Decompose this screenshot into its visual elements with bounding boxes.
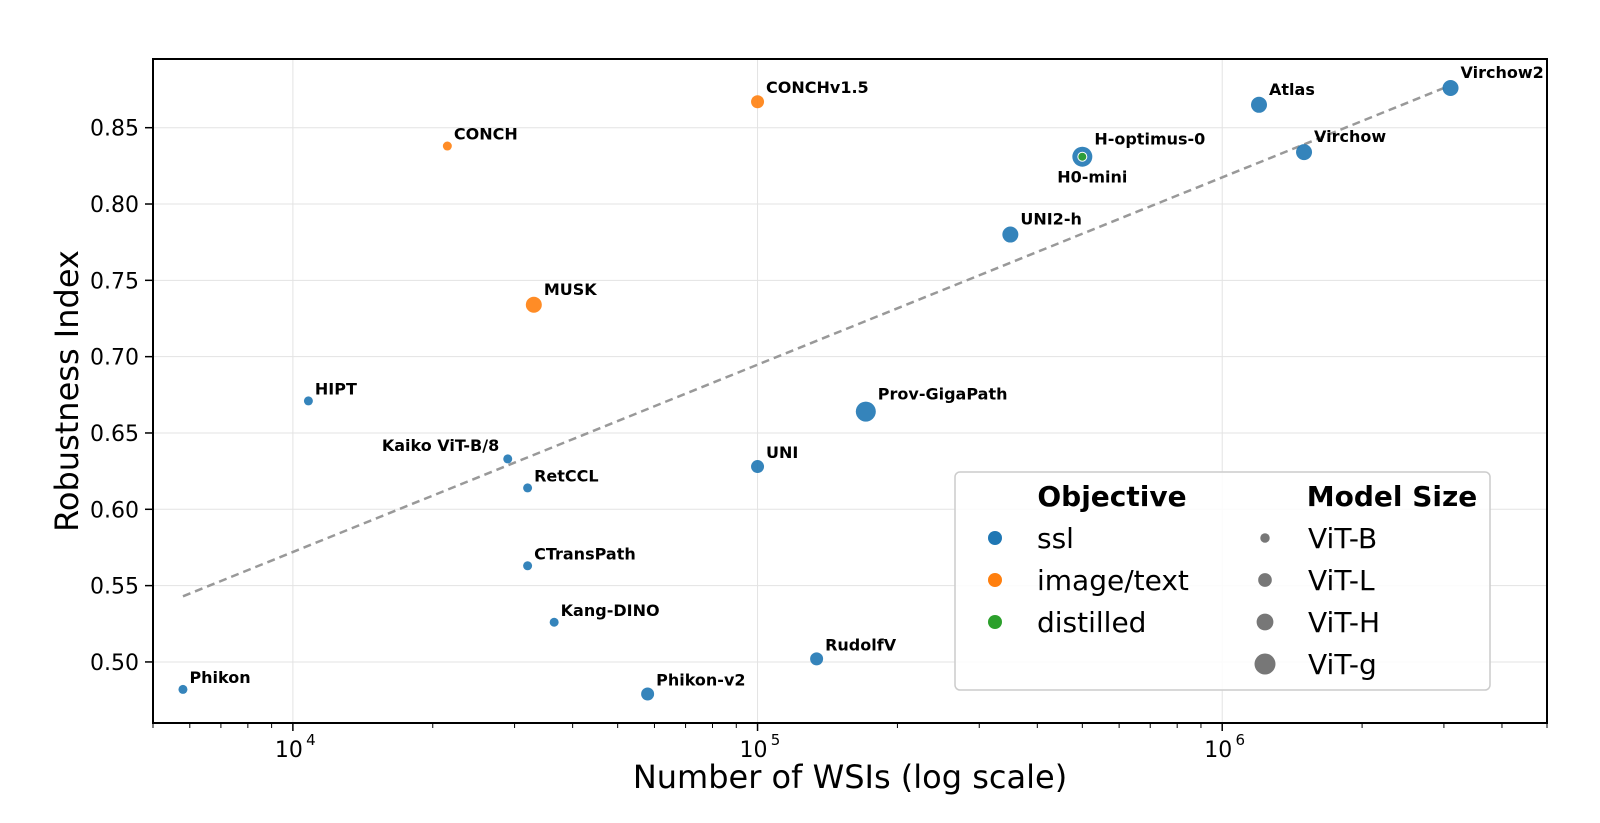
- point-label: H-optimus-0: [1094, 130, 1205, 149]
- legend-objective-swatch: [988, 531, 1002, 545]
- x-tick-label: 10: [1204, 738, 1232, 763]
- point-labels: Phikon HIPT CONCH Kaiko ViT-B/8 RetCCL CTrans…: [189, 63, 1543, 689]
- point-kaiko-vit-b-8: [503, 454, 513, 464]
- point-label: CONCH: [454, 125, 518, 144]
- grid-lines: [153, 59, 1547, 723]
- point-label: RudolfV: [825, 635, 897, 654]
- legend-objective-swatch: [988, 573, 1002, 587]
- trendline-group: [182, 86, 1445, 598]
- point-retccl: [523, 483, 533, 493]
- trendline: [182, 86, 1445, 598]
- x-tick-exponent: 4: [306, 731, 316, 749]
- x-axis-ticks: 10 4 10 5 10 6: [152, 723, 1548, 763]
- y-tick-label: 0.60: [90, 498, 139, 523]
- point-hipt: [303, 396, 313, 406]
- point-label: UNI2-h: [1020, 210, 1081, 229]
- point-conch: [442, 141, 452, 151]
- point-label: RetCCL: [534, 466, 599, 485]
- point-label: Phikon: [189, 668, 250, 687]
- y-tick-label: 0.50: [90, 651, 139, 676]
- point-virchow: [1296, 144, 1313, 161]
- legend-size-label: ViT-B: [1308, 522, 1377, 555]
- legend-objective-title: Objective: [1037, 480, 1186, 513]
- point-label: Kaiko ViT-B/8: [382, 436, 499, 455]
- data-points: [178, 80, 1459, 701]
- legend-size-swatch: [1260, 533, 1270, 543]
- y-tick-label: 0.55: [90, 575, 139, 600]
- legend-size-swatch: [1254, 653, 1276, 675]
- plot-frame: [152, 58, 1548, 724]
- point-conchv1-5: [751, 95, 765, 109]
- point-label: Atlas: [1269, 80, 1315, 99]
- legend-objective-label: image/text: [1037, 564, 1189, 597]
- legend-size-label: ViT-g: [1308, 648, 1377, 681]
- legend-objective-swatch: [988, 615, 1002, 629]
- point-kang-dino: [549, 617, 559, 627]
- point-label: MUSK: [544, 280, 597, 299]
- point-label: HIPT: [315, 379, 357, 398]
- legend-size-label: ViT-H: [1308, 606, 1380, 639]
- x-tick-label: 10: [275, 738, 303, 763]
- point-prov-gigapath: [855, 401, 876, 422]
- legend-objective-label: distilled: [1037, 606, 1146, 639]
- point-label: Kang-DINO: [561, 601, 660, 620]
- point-virchow2: [1442, 80, 1459, 97]
- x-tick-exponent: 6: [1235, 731, 1245, 749]
- legend-size-swatch: [1258, 573, 1272, 587]
- point-ctranspath: [523, 561, 533, 571]
- x-tick-label: 10: [740, 738, 768, 763]
- point-label: Phikon-v2: [656, 670, 745, 689]
- point-uni: [751, 460, 765, 474]
- y-axis-label: Robustness Index: [48, 250, 86, 532]
- point-label: CTransPath: [534, 544, 636, 563]
- point-label: Prov-GigaPath: [878, 385, 1008, 404]
- point-phikon-v2: [641, 687, 655, 701]
- y-tick-label: 0.65: [90, 422, 139, 447]
- legend-size-title: Model Size: [1307, 480, 1478, 513]
- legend-objective-label: ssl: [1037, 522, 1074, 555]
- point-label: H0-mini: [1057, 168, 1127, 187]
- legend: Objective ssl image/text distilled Model Siz…: [954, 471, 1491, 691]
- y-tick-label: 0.80: [90, 193, 139, 218]
- x-tick-exponent: 5: [771, 731, 781, 749]
- y-axis-ticks: 0.50 0.55 0.60 0.65 0.70 0.75 0.80 0.85: [90, 117, 153, 676]
- point-atlas: [1251, 96, 1268, 113]
- point-h0-mini: [1077, 151, 1088, 162]
- point-musk: [525, 296, 542, 313]
- point-label: Virchow: [1314, 127, 1386, 146]
- legend-size-swatch: [1256, 613, 1274, 631]
- point-label: CONCHv1.5: [766, 78, 869, 97]
- point-label: UNI: [766, 443, 798, 462]
- point-uni2-h: [1002, 226, 1019, 243]
- y-tick-label: 0.75: [90, 269, 139, 294]
- legend-box: [954, 471, 1491, 691]
- x-axis-label: Number of WSIs (log scale): [633, 758, 1067, 796]
- point-phikon: [178, 684, 188, 694]
- point-rudolfv: [810, 652, 824, 666]
- legend-size-label: ViT-L: [1308, 564, 1375, 597]
- y-tick-label: 0.85: [90, 117, 139, 142]
- point-label: Virchow2: [1461, 63, 1544, 82]
- y-tick-label: 0.70: [90, 346, 139, 371]
